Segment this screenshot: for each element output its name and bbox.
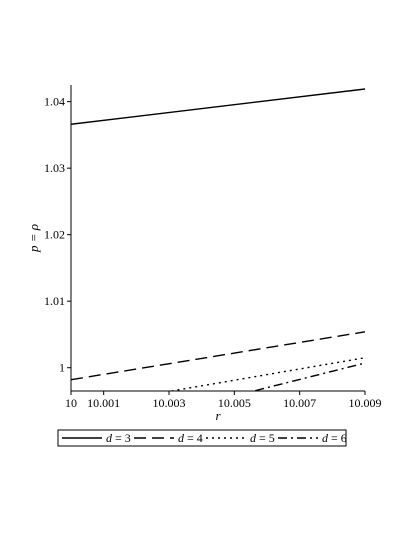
legend-item: d = 6 — [278, 431, 347, 445]
legend-item: d = 3 — [62, 431, 131, 445]
legend-label: d = 4 — [178, 431, 203, 445]
legend-box — [57, 429, 347, 447]
x-tick-label: 10.009 — [349, 396, 382, 410]
x-ticks: 10 10.001 10.003 10.005 10.007 10.009 — [65, 391, 382, 410]
x-axis-label: r — [215, 408, 221, 423]
legend-item: d = 5 — [206, 431, 275, 445]
y-ticks: 1 1.01 1.02 1.03 1.04 — [44, 95, 71, 375]
legend-label: d = 5 — [250, 431, 275, 445]
series-lines — [71, 88, 365, 391]
legend-label: d = 3 — [106, 431, 131, 445]
legend-label: d = 6 — [322, 431, 347, 445]
series-line-d-3 — [71, 88, 365, 125]
legend: d = 3 d = 4 d = 5 d = 6 — [57, 429, 347, 447]
y-tick-label: 1.02 — [44, 228, 65, 242]
x-tick-label: 10.001 — [87, 396, 120, 410]
y-axis-label: p = ρ — [26, 224, 41, 253]
legend-item: d = 4 — [134, 431, 203, 445]
x-tick-label: 10.005 — [218, 396, 251, 410]
y-tick-label: 1.01 — [44, 294, 65, 308]
x-tick-label: 10 — [65, 396, 77, 410]
y-tick-label: 1.03 — [44, 161, 65, 175]
series-line-d-6 — [250, 362, 365, 391]
y-tick-label: 1 — [59, 361, 65, 375]
y-tick-label: 1.04 — [44, 95, 65, 109]
x-tick-label: 10.003 — [153, 396, 186, 410]
x-tick-label: 10.007 — [283, 396, 316, 410]
series-line-d-4 — [71, 331, 365, 381]
